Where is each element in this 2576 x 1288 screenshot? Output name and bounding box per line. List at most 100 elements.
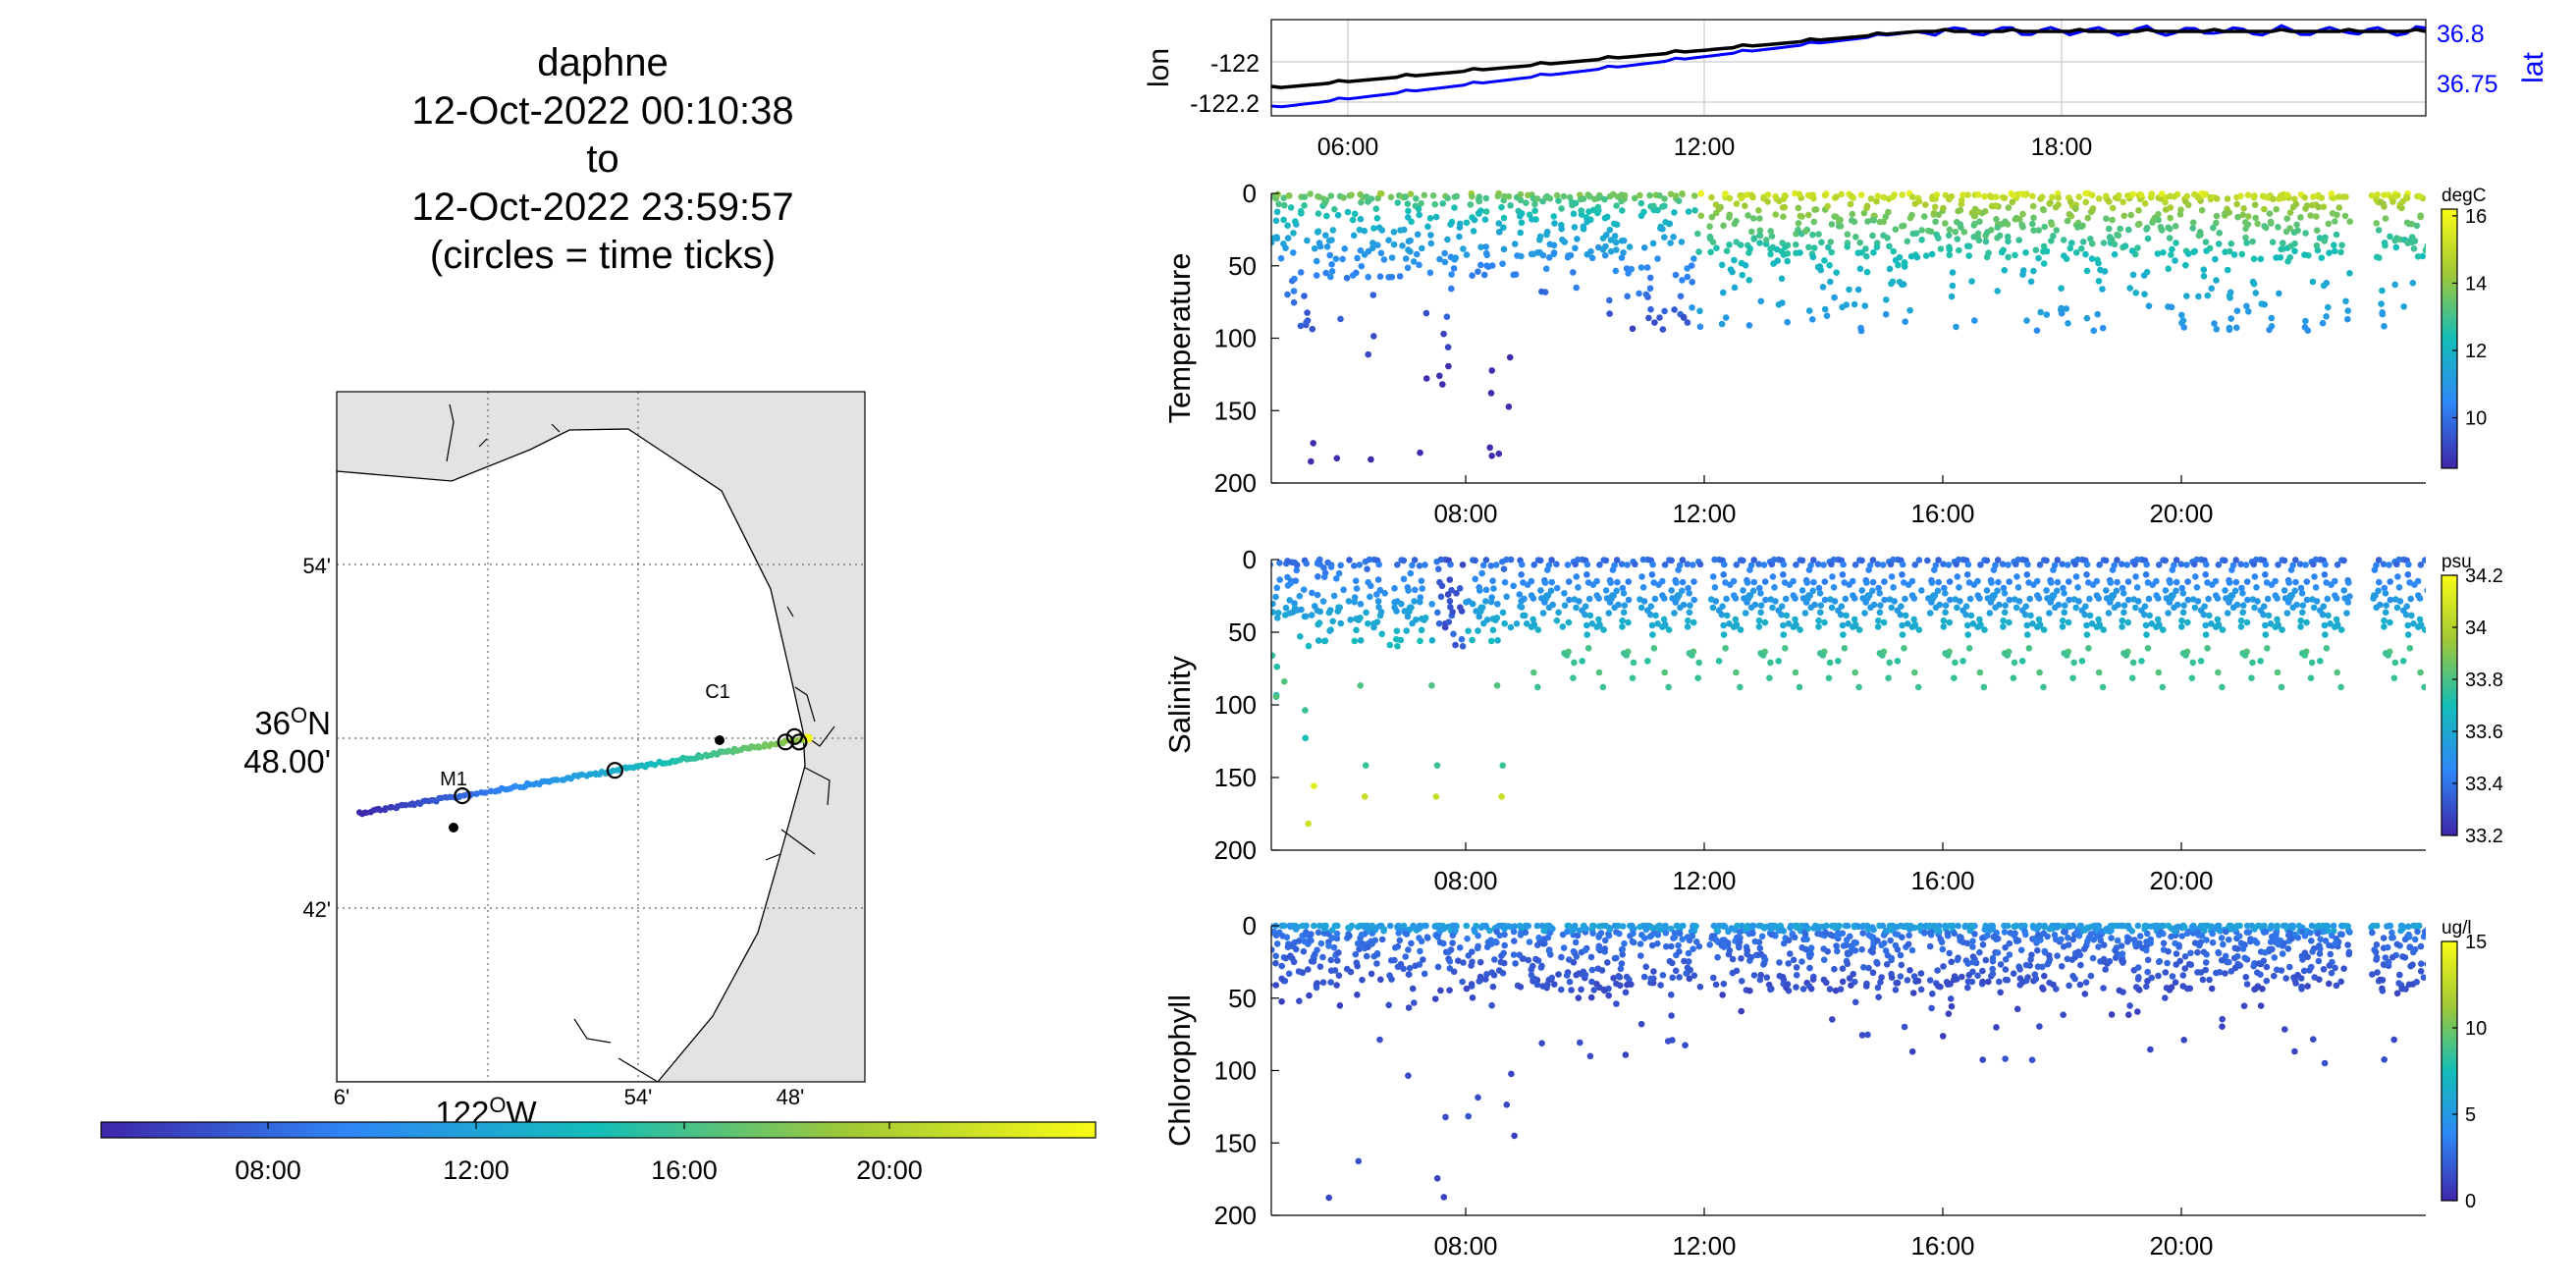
data-point (1646, 191, 1653, 199)
data-point (2182, 261, 2189, 269)
data-point (1954, 604, 1960, 612)
data-point (1946, 949, 1953, 957)
data-point (2035, 595, 2043, 602)
data-point (1755, 617, 1763, 624)
data-point (2413, 979, 2420, 986)
data-point (1416, 211, 1422, 219)
data-point (1926, 610, 1934, 617)
data-point (1388, 976, 1395, 983)
data-point (1932, 218, 1939, 226)
data-point (1995, 578, 2002, 586)
data-point (2395, 584, 2403, 591)
data-point (1971, 931, 1978, 938)
data-point (1668, 587, 1675, 594)
data-point (2036, 669, 2043, 676)
data-point (1892, 931, 1900, 938)
data-point (2205, 595, 2212, 603)
data-point (1906, 967, 1913, 974)
data-point (1685, 617, 1691, 624)
data-point (1433, 1175, 1441, 1182)
data-point (2388, 953, 2396, 961)
data-point (2414, 922, 2422, 930)
data-point (2327, 950, 2334, 958)
data-point (2162, 557, 2169, 564)
data-point (1722, 645, 1729, 652)
data-point (2012, 604, 2020, 612)
data-point (1387, 193, 1395, 201)
data-point (2301, 652, 2309, 659)
data-point (2120, 590, 2127, 597)
data-point (1416, 563, 1423, 569)
data-point (2224, 266, 2231, 274)
data-point (2179, 317, 2187, 324)
data-point (1926, 942, 1934, 950)
data-point (2032, 975, 2040, 983)
data-point (1862, 245, 1869, 252)
data-point (2421, 928, 2426, 936)
data-point (1784, 249, 1792, 257)
data-point (1465, 952, 1473, 959)
data-point (1712, 981, 1720, 989)
data-point (1902, 318, 1908, 326)
data-point (2164, 959, 2171, 967)
data-point (1888, 604, 1896, 612)
data-point (1287, 204, 1295, 211)
data-point (2027, 612, 2034, 619)
data-point (1356, 922, 1364, 930)
data-point (2132, 290, 2139, 296)
data-point (2035, 227, 2042, 234)
data-point (2028, 1056, 2036, 1063)
data-point (2082, 603, 2089, 610)
data-point (1994, 949, 2002, 956)
data-point (1690, 562, 1696, 568)
data-point (1413, 195, 1420, 202)
data-point (2125, 1011, 2132, 1018)
data-point (2019, 267, 2027, 274)
data-point (1874, 623, 1882, 630)
data-point (2046, 610, 2053, 617)
data-point (1451, 256, 1458, 263)
data-point (2072, 248, 2080, 256)
data-point (1272, 952, 1279, 960)
data-point (2237, 192, 2244, 200)
data-point (1613, 587, 1620, 595)
data-point (1898, 961, 1905, 969)
data-point (1858, 923, 1866, 931)
data-point (1313, 257, 1320, 265)
data-point (2314, 930, 2322, 938)
data-point (2376, 254, 2383, 261)
data-point (1643, 264, 1651, 271)
data-point (1874, 960, 1881, 967)
data-point (2160, 930, 2167, 938)
data-point (1729, 955, 1737, 963)
data-point (1858, 1032, 1866, 1039)
data-point (1506, 353, 1514, 361)
data-point (1772, 598, 1779, 605)
data-point (2108, 1011, 2116, 1018)
data-point (1873, 243, 1881, 250)
data-point (1538, 922, 1546, 930)
data-point (1391, 599, 1398, 606)
data-point (2178, 311, 2185, 319)
data-point (2066, 578, 2072, 585)
data-point (1968, 922, 1975, 930)
data-point (2277, 254, 2284, 261)
data-point (2032, 246, 2040, 253)
data-point (2165, 224, 2172, 232)
data-point (1812, 206, 1820, 213)
data-point (1969, 968, 1976, 976)
data-point (1568, 987, 1575, 993)
data-point (1538, 1040, 1545, 1046)
data-point (1487, 598, 1495, 606)
chlorophyll-ytick-label: 150 (1214, 1128, 1257, 1157)
data-point (1390, 241, 1398, 248)
data-point (2078, 658, 2086, 665)
data-point (1852, 939, 1859, 946)
data-point (1286, 610, 1293, 617)
data-point (2014, 584, 2022, 591)
data-point (1906, 214, 1914, 222)
data-point (1696, 307, 1703, 315)
data-point (1929, 991, 1936, 997)
data-point (2035, 616, 2043, 623)
data-point (1421, 970, 1428, 978)
